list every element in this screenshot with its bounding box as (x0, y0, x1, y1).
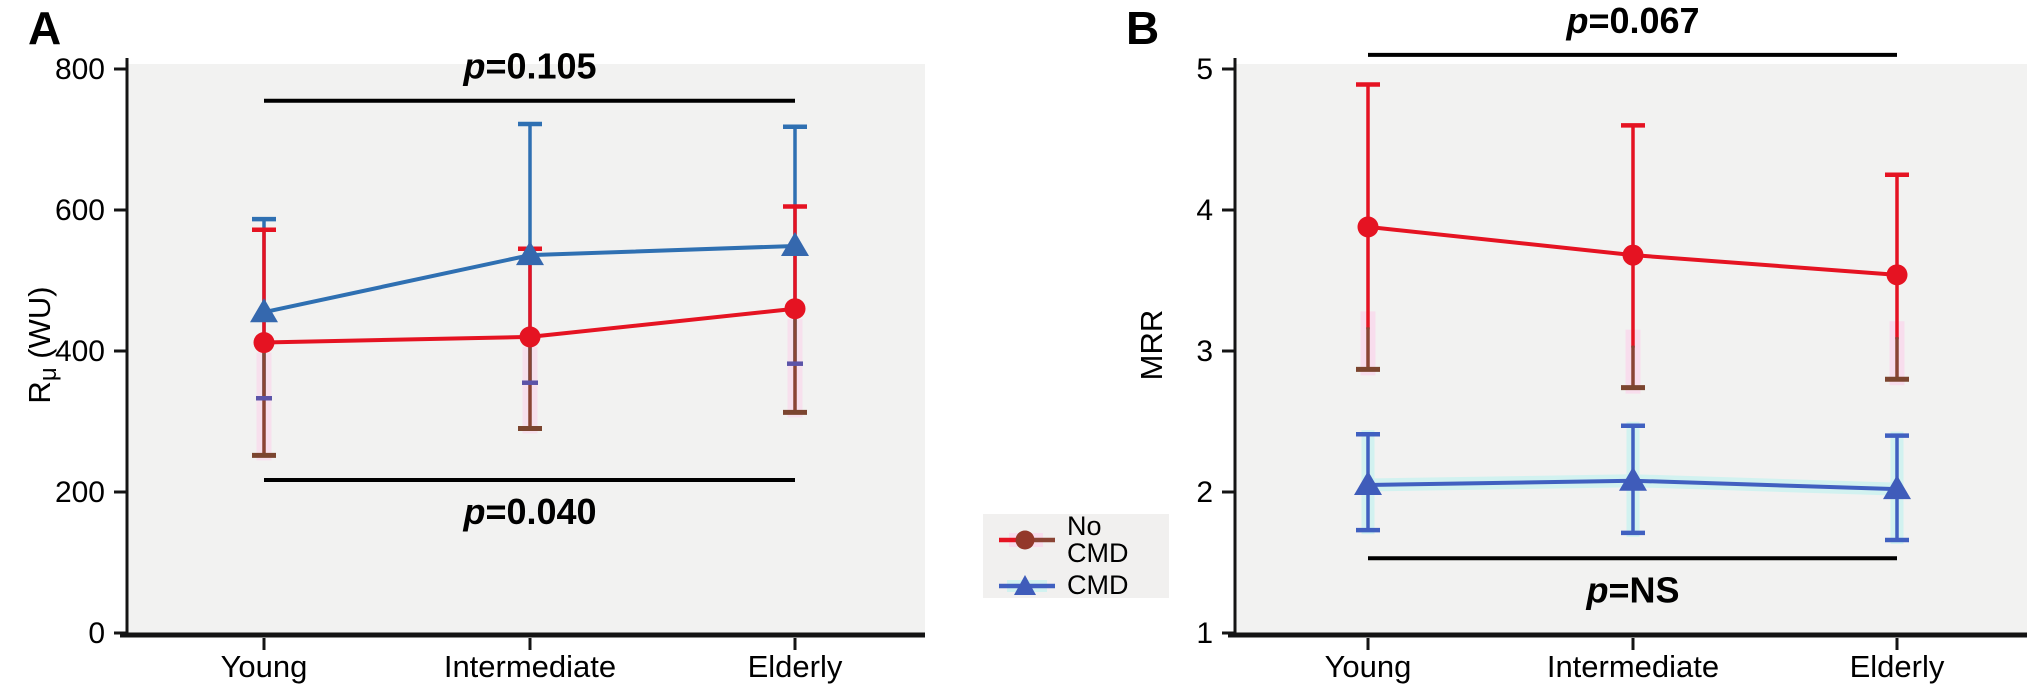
annotation-text-p=0.040: p=0.040 (462, 491, 596, 532)
x-tick-label-young: Young (221, 649, 308, 684)
legend-marker-cmd-icon (999, 574, 1055, 595)
y-tick-label-a: 0 (88, 617, 105, 650)
data-point-cmd-elderly-b (1883, 475, 1911, 500)
x-tick-label-young: Young (1325, 649, 1412, 684)
data-point-no-cmd-young-a (253, 332, 275, 354)
data-point-cmd-young-a (250, 298, 278, 323)
y-axis-title-b: MRR (1134, 310, 1169, 381)
data-point-cmd-intermediate-b (1619, 466, 1647, 491)
legend-triangle-marker (1014, 574, 1036, 595)
x-tick-label-elderly: Elderly (748, 649, 843, 684)
legend-label-cmd: CMD (1067, 570, 1129, 600)
data-point-cmd-intermediate-a (516, 241, 544, 266)
error-bars-young-a (252, 216, 276, 461)
data-point-no-cmd-intermediate-b (1622, 244, 1644, 266)
panel-label-b: B (1126, 2, 1159, 54)
annotation-text-p=0.067: p=0.067 (1565, 0, 1699, 41)
data-point-no-cmd-intermediate-a (519, 326, 541, 348)
y-tick-label-b: 5 (1196, 53, 1213, 86)
data-point-no-cmd-elderly-a (784, 298, 806, 320)
y-tick-label-a: 400 (55, 335, 105, 368)
annotation-text-p=0.105: p=0.105 (462, 46, 596, 87)
legend-item-cmd: CMD (997, 572, 1169, 600)
y-tick-label-a: 800 (55, 53, 105, 86)
annotation-text-p=ns: p=NS (1585, 569, 1679, 610)
panel-label-a: A (28, 2, 61, 54)
y-tick-label-a: 200 (55, 476, 105, 509)
y-axis-title-a: Rμ (WU) (22, 286, 62, 403)
legend-marker-no-cmd-icon (999, 530, 1055, 549)
x-tick-label-elderly: Elderly (1850, 649, 1945, 684)
panel-a: A Rμ (WU) 0 200 400 600 800 Young Intermediate El… (22, 2, 925, 684)
x-tick-label-intermediate: Intermediate (1547, 649, 1719, 684)
x-tick-label-intermediate: Intermediate (444, 649, 616, 684)
y-tick-label-b: 2 (1196, 476, 1213, 509)
legend-item-no-cmd: No CMD (997, 510, 1169, 568)
data-point-cmd-young-b (1354, 470, 1382, 495)
legend-label-no-cmd: No CMD (1067, 510, 1129, 568)
legend: No CMD CMD (983, 510, 1169, 600)
legend-circle-marker (1015, 530, 1035, 549)
data-point-no-cmd-young-b (1357, 216, 1379, 238)
y-tick-label-b: 3 (1196, 335, 1213, 368)
y-tick-label-b: 1 (1196, 617, 1213, 650)
y-tick-label-a: 600 (55, 194, 105, 227)
data-point-no-cmd-elderly-b (1886, 264, 1908, 286)
data-point-cmd-elderly-a (781, 231, 809, 256)
panel-b: B MRR 1 2 3 4 5 Young Intermediate Elderly p=0.067… (1126, 0, 2027, 684)
y-tick-label-b: 4 (1196, 194, 1213, 227)
